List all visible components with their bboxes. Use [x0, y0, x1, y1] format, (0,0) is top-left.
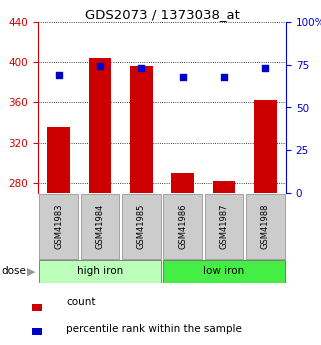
FancyBboxPatch shape — [163, 194, 202, 259]
Point — [221, 74, 227, 79]
FancyBboxPatch shape — [122, 194, 161, 259]
Bar — [32, 304, 42, 311]
FancyBboxPatch shape — [39, 260, 161, 283]
Point — [56, 72, 61, 78]
Point — [180, 74, 185, 79]
Bar — [47, 127, 70, 193]
Bar — [130, 66, 153, 193]
FancyBboxPatch shape — [246, 194, 285, 259]
Title: GDS2073 / 1373038_at: GDS2073 / 1373038_at — [84, 8, 239, 21]
FancyBboxPatch shape — [163, 260, 285, 283]
Text: high iron: high iron — [77, 266, 123, 276]
Text: GSM41988: GSM41988 — [261, 204, 270, 249]
Text: GSM41987: GSM41987 — [220, 204, 229, 249]
FancyBboxPatch shape — [204, 194, 243, 259]
FancyBboxPatch shape — [39, 194, 78, 259]
Text: dose: dose — [2, 266, 26, 276]
Bar — [89, 58, 111, 193]
Bar — [171, 173, 194, 193]
Text: GSM41986: GSM41986 — [178, 204, 187, 249]
Text: count: count — [66, 297, 96, 307]
Text: GSM41983: GSM41983 — [54, 204, 63, 249]
Text: percentile rank within the sample: percentile rank within the sample — [66, 324, 242, 334]
Text: ▶: ▶ — [27, 266, 35, 276]
Text: low iron: low iron — [204, 266, 245, 276]
Point — [263, 66, 268, 71]
Bar — [213, 181, 235, 193]
Text: GSM41985: GSM41985 — [137, 204, 146, 249]
Bar — [254, 100, 277, 193]
Text: GSM41984: GSM41984 — [96, 204, 105, 249]
Bar — [32, 328, 42, 335]
FancyBboxPatch shape — [81, 194, 119, 259]
Point — [139, 66, 144, 71]
Point — [98, 64, 103, 69]
